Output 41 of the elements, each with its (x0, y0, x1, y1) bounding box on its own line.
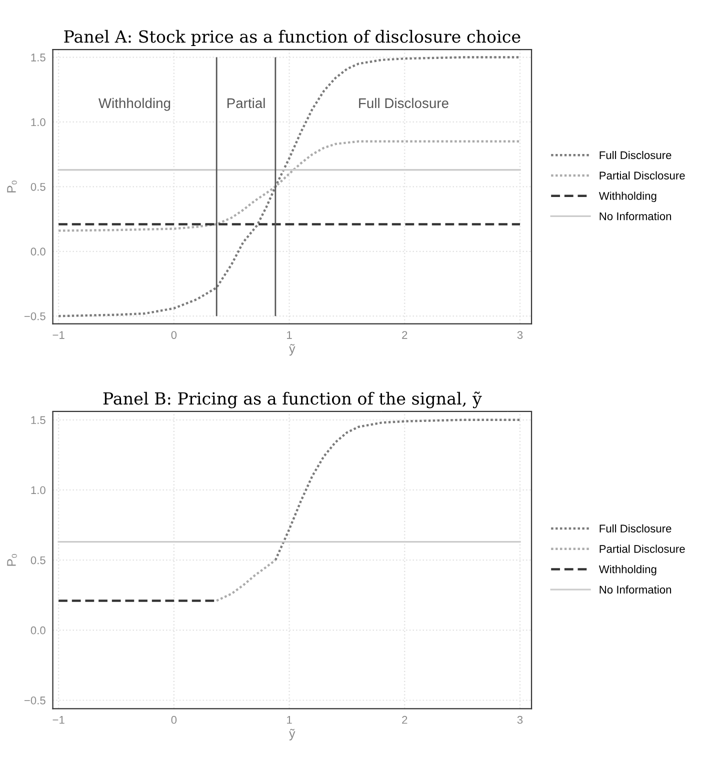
y-tick-label: 1.5 (31, 54, 46, 62)
line-series (215, 558, 277, 602)
legend-label: Full Disclosure (600, 150, 672, 160)
x-tick-label: −1 (52, 716, 64, 724)
x-tick-label: 2 (402, 716, 408, 724)
chart-title: Panel A: Stock price as a function of disclosure choice (64, 30, 520, 46)
x-tick-label: 2 (402, 331, 408, 339)
legend-label: No Information (600, 212, 672, 220)
y-tick-label: −0.5 (24, 696, 46, 704)
x-tick-label: 0 (171, 331, 177, 339)
line-series (57, 140, 522, 232)
y-tick-label: 0.5 (30, 556, 46, 564)
line-series (274, 418, 522, 562)
x-tick-label: 1 (287, 331, 292, 339)
x-tick-label: −1 (52, 331, 64, 339)
y-tick-label: 1.0 (31, 118, 46, 126)
y-tick-label: 0.0 (30, 248, 46, 256)
chart-title: Panel B: Pricing as a function of the signal, ỹ (103, 392, 482, 408)
x-tick-label: 3 (517, 716, 523, 724)
annotation: Withholding (98, 98, 170, 111)
x-tick-label: 1 (287, 716, 292, 724)
legend-label: Withholding (598, 565, 656, 576)
line-series (57, 56, 522, 318)
legend-label: Partial Disclosure (600, 544, 685, 553)
legend-label: Full Disclosure (600, 524, 672, 533)
x-tick-label: 3 (517, 331, 523, 339)
x-axis-title: ỹ (289, 344, 296, 356)
y-axis-title: P₀ (7, 554, 17, 566)
y-axis-title: P₀ (7, 180, 17, 192)
y-tick-label: 1.0 (31, 486, 46, 494)
annotation: Partial (227, 98, 265, 108)
legend-label: No Information (600, 585, 672, 594)
annotation: Full Disclosure (359, 98, 448, 108)
legend-label: Partial Disclosure (600, 171, 685, 180)
y-tick-label: 0.5 (30, 182, 46, 191)
legend-label: Withholding (598, 192, 656, 202)
y-tick-label: −0.5 (24, 312, 46, 320)
x-tick-label: 0 (171, 716, 177, 724)
y-tick-label: 1.5 (31, 416, 46, 424)
y-tick-label: 0.0 (30, 626, 46, 634)
x-axis-title: ỹ (289, 728, 296, 740)
